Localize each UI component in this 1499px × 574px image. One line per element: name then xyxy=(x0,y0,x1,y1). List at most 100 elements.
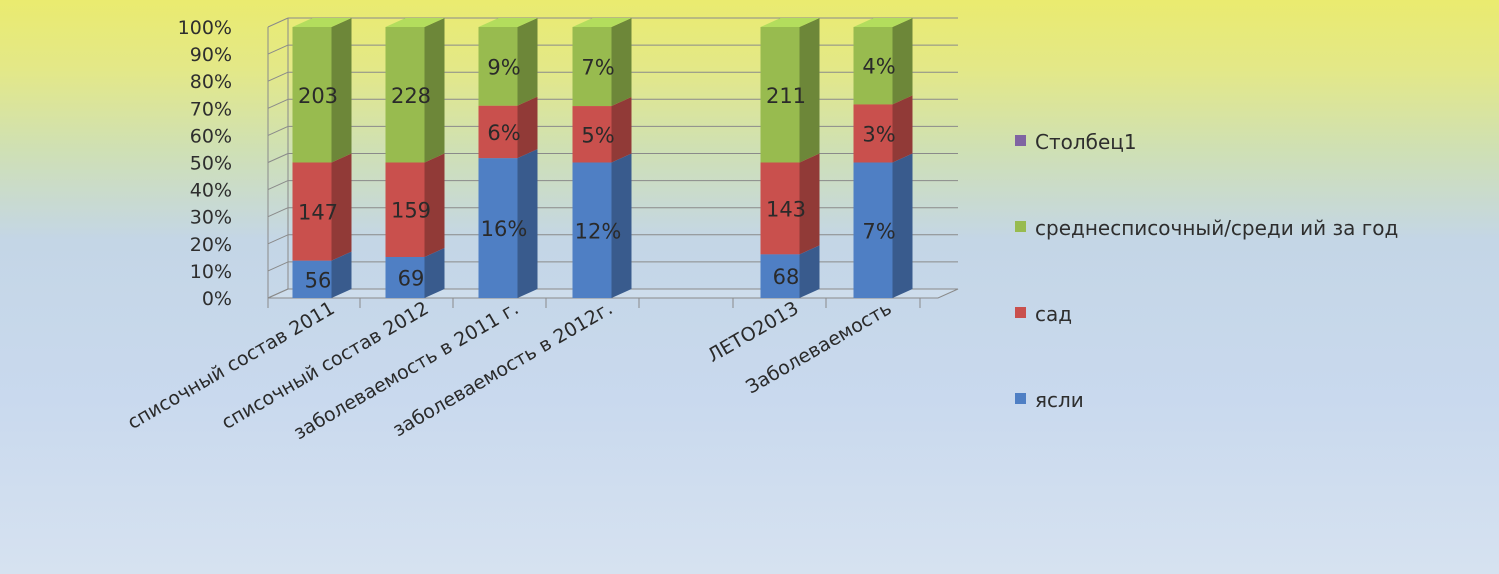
y-tick-label: 20% xyxy=(190,234,232,256)
gridline-side xyxy=(267,234,289,245)
legend-item-stolbets1: Столбец1 xyxy=(1015,128,1475,156)
legend-swatch-yasli xyxy=(1015,393,1026,404)
y-tick-label: 10% xyxy=(190,261,232,283)
data-label: 5% xyxy=(581,123,614,147)
bar-front xyxy=(853,27,893,105)
gridline-side xyxy=(267,207,289,218)
legend-item-yasli: ясли xyxy=(1015,386,1475,414)
bar-side xyxy=(799,18,820,163)
gridline-side xyxy=(267,153,289,163)
legend-swatch-srednespisochny xyxy=(1015,221,1026,232)
legend-label-stolbets1: Столбец1 xyxy=(1035,130,1137,154)
bar-front xyxy=(292,27,332,163)
legend-item-srednespisochny: среднесписочный/среди ий за год xyxy=(1015,214,1465,242)
y-tick-label: 50% xyxy=(190,153,232,175)
bar-top xyxy=(572,18,632,27)
bar-top xyxy=(478,18,538,27)
data-label: 7% xyxy=(581,56,614,80)
data-label: 4% xyxy=(862,55,895,79)
legend-swatch-sad xyxy=(1015,307,1026,318)
y-tick-label: 70% xyxy=(190,98,232,120)
bar-front xyxy=(385,256,425,298)
legend-label-yasli: ясли xyxy=(1035,388,1084,412)
bar-segment xyxy=(572,153,632,298)
bar-front xyxy=(760,254,800,298)
bar-segment xyxy=(478,18,538,106)
data-label: 12% xyxy=(575,219,622,243)
bar-front xyxy=(292,260,332,298)
bar-side xyxy=(611,18,632,107)
bar-side xyxy=(517,149,538,298)
data-label: 6% xyxy=(487,121,520,145)
bar-side xyxy=(892,95,913,163)
gridline-side xyxy=(267,180,289,191)
y-tick-label: 100% xyxy=(178,17,232,39)
bar-front xyxy=(385,162,425,257)
gridline-side xyxy=(267,261,289,272)
bar-front xyxy=(478,158,518,298)
data-label: 9% xyxy=(487,55,520,79)
bar-segment xyxy=(478,96,538,159)
bar-top xyxy=(760,18,820,27)
bar-side xyxy=(331,251,352,298)
data-label: 68 xyxy=(773,265,800,289)
bar-side xyxy=(517,18,538,106)
bar-front xyxy=(572,27,612,107)
legend-label-sad: сад xyxy=(1035,302,1073,326)
data-label: 203 xyxy=(298,84,338,108)
gridline-side xyxy=(267,98,289,109)
bar-side xyxy=(799,245,820,298)
bar-side xyxy=(424,18,445,163)
bar-side xyxy=(611,97,632,163)
legend-label-srednespisochny: среднесписочный/среди ий за год xyxy=(1035,216,1399,240)
data-label: 147 xyxy=(298,201,338,225)
legend-item-sad: сад xyxy=(1015,300,1475,328)
bar-side xyxy=(517,96,538,159)
bar-side xyxy=(799,153,820,255)
data-label: 69 xyxy=(398,266,425,290)
bar-top xyxy=(853,18,913,27)
bar-side xyxy=(331,18,352,163)
bar-side xyxy=(611,153,632,298)
bar-top xyxy=(385,18,445,27)
bar-top xyxy=(292,18,352,27)
bar-segment xyxy=(572,18,632,107)
data-label: 228 xyxy=(391,84,431,108)
bar-side xyxy=(424,153,445,257)
data-label: 3% xyxy=(862,122,895,146)
data-label: 16% xyxy=(481,217,528,241)
bar-front xyxy=(572,106,612,163)
bar-front xyxy=(385,27,425,163)
bar-segment xyxy=(385,18,445,163)
data-label: 211 xyxy=(766,84,806,108)
y-tick-label: 40% xyxy=(190,180,232,202)
bar-front xyxy=(760,162,800,255)
y-tick-label: 80% xyxy=(190,71,232,93)
data-label: 7% xyxy=(862,219,895,243)
gridline-side xyxy=(267,71,289,82)
data-label: 56 xyxy=(305,268,332,292)
bar-front xyxy=(478,27,518,106)
y-tick-label: 90% xyxy=(190,44,232,66)
gridline-side xyxy=(267,17,289,28)
bar-front xyxy=(760,27,800,163)
bar-side xyxy=(892,153,913,298)
bar-side xyxy=(424,247,445,298)
bar-front xyxy=(292,162,332,261)
bar-segment xyxy=(292,18,352,163)
y-tick-label: 30% xyxy=(190,207,232,229)
bar-segment xyxy=(385,247,445,298)
bar-front xyxy=(853,162,893,298)
bar-front xyxy=(478,105,518,159)
gridline-side xyxy=(267,125,289,136)
bar-segment xyxy=(853,18,913,105)
bar-side xyxy=(331,153,352,261)
data-label: 143 xyxy=(766,197,806,221)
y-tick-label: 60% xyxy=(190,125,232,147)
bar-side xyxy=(892,18,913,105)
gridline-side xyxy=(267,44,289,55)
bar-front xyxy=(572,162,612,298)
bar-segment xyxy=(760,18,820,163)
data-label: 159 xyxy=(391,199,431,223)
